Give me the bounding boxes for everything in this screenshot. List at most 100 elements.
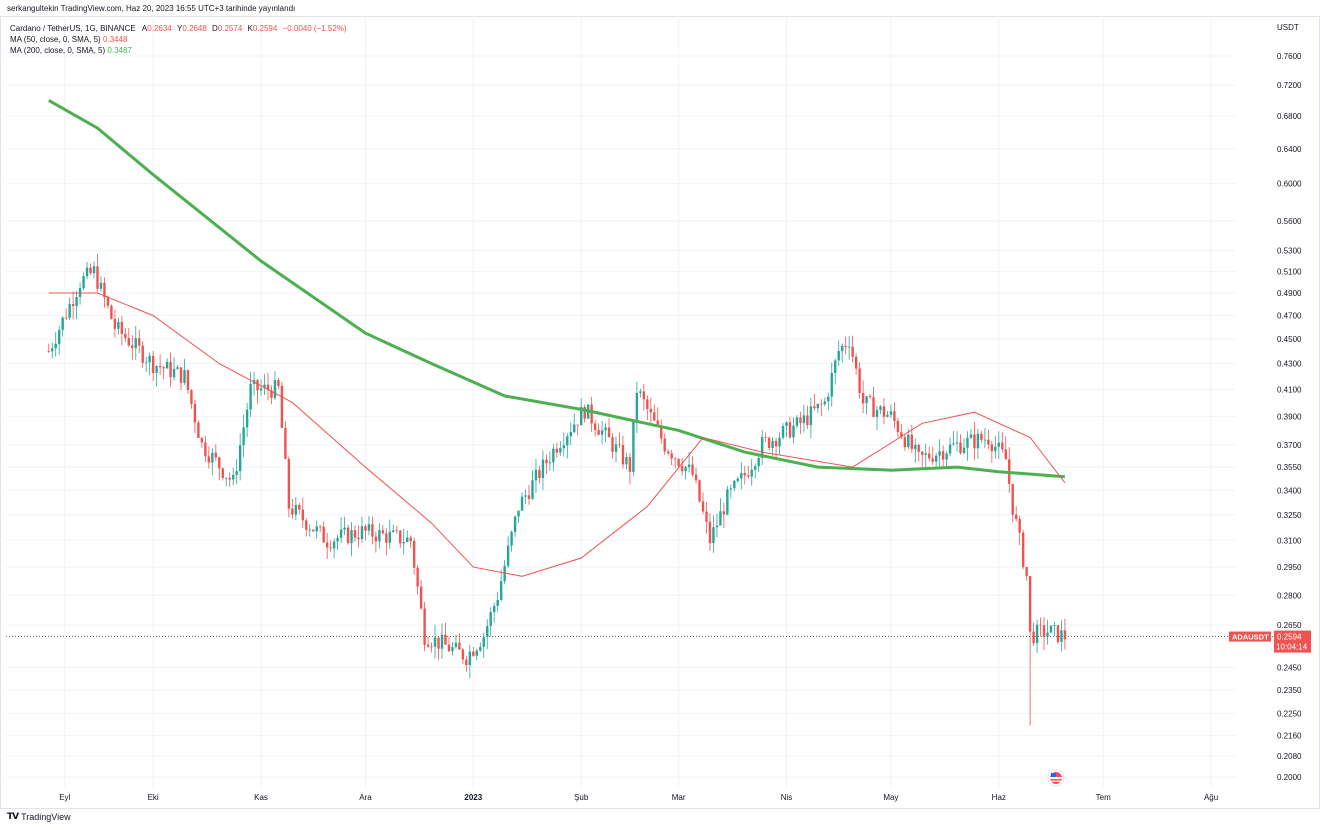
price-tick-label: 0.3900 xyxy=(1277,412,1302,421)
candle-body xyxy=(322,526,325,543)
candle-body xyxy=(795,417,799,426)
candle-body xyxy=(204,442,207,457)
candle-body xyxy=(573,424,576,433)
price-tick-label: 0.7200 xyxy=(1277,81,1302,90)
candle-body xyxy=(646,399,649,409)
candle-body xyxy=(325,542,329,548)
legend-symbol[interactable]: Cardano / TetherUS, 1G, BINANCE xyxy=(10,24,136,33)
candle-body xyxy=(346,527,350,544)
candle-body xyxy=(99,282,103,289)
candle-body xyxy=(301,509,304,521)
candle-body xyxy=(834,360,837,373)
time-tick-label: Kas xyxy=(254,793,268,802)
candle-body xyxy=(273,380,277,398)
candle-body xyxy=(889,411,893,415)
candle-body xyxy=(294,505,298,515)
legend-change: −0.0040 (−1.52%) xyxy=(282,24,347,33)
candle-body xyxy=(566,436,569,446)
candle-body xyxy=(614,444,618,452)
candle-body xyxy=(861,392,865,404)
candle-body xyxy=(914,444,917,450)
candle-body xyxy=(416,567,419,587)
time-tick-label: Tem xyxy=(1096,793,1111,802)
candle-body xyxy=(360,526,364,540)
candle-body xyxy=(858,368,861,393)
candle-body xyxy=(548,462,552,464)
candle-body xyxy=(120,321,124,334)
branding-name: TradingView xyxy=(21,812,71,822)
legend-open-label: A xyxy=(141,24,148,33)
candle-body xyxy=(788,422,792,438)
candle-body xyxy=(806,415,809,426)
candle-body xyxy=(1015,514,1018,519)
candle-body xyxy=(590,404,593,424)
price-tick-label: 0.3550 xyxy=(1277,463,1302,472)
candle-body xyxy=(799,417,802,424)
candle-body xyxy=(781,426,785,438)
candle-body xyxy=(412,541,416,568)
candle-body xyxy=(886,414,889,417)
candle-body xyxy=(245,409,249,428)
candle-body xyxy=(813,406,816,409)
candle-body xyxy=(760,437,764,458)
candle-body xyxy=(399,530,402,544)
candle-body xyxy=(945,453,948,460)
candle-body xyxy=(124,333,127,339)
candle-body xyxy=(440,634,444,649)
time-tick-label: Mar xyxy=(672,793,686,802)
candle-body xyxy=(955,442,959,444)
candle-body xyxy=(983,439,987,441)
legend-open: 0.2634 xyxy=(147,24,172,33)
candle-body xyxy=(941,451,945,460)
candle-body xyxy=(58,329,61,344)
candle-body xyxy=(938,451,941,456)
candle-body xyxy=(928,453,931,459)
flag-icon[interactable] xyxy=(1047,769,1065,787)
price-tick-label: 0.3250 xyxy=(1277,511,1302,520)
candle-body xyxy=(830,372,833,397)
time-tick-label: May xyxy=(883,793,898,802)
candle-body xyxy=(249,383,252,410)
candle-body xyxy=(757,457,760,467)
last-price-symbol: ADAUSDT xyxy=(1232,633,1269,642)
price-tick-label: 0.3700 xyxy=(1277,441,1302,450)
time-tick-label: Haz xyxy=(992,793,1006,802)
candle-body xyxy=(1042,625,1046,637)
candle-body xyxy=(92,266,96,274)
candle-body xyxy=(910,434,913,450)
legend-ma50-value: 0.3448 xyxy=(102,35,128,44)
candle-body xyxy=(179,367,183,383)
candle-body xyxy=(545,459,548,464)
legend-low: 0.2574 xyxy=(217,24,243,33)
candle-body xyxy=(1028,576,1032,632)
candle-body xyxy=(980,433,983,440)
candle-body xyxy=(419,586,423,609)
price-tick-label: 0.5600 xyxy=(1277,217,1302,226)
candle-body xyxy=(406,537,409,542)
candle-body xyxy=(677,459,680,466)
legend-ma200-row[interactable]: MA (200, close, 0, SMA, 5) 0.3487 xyxy=(10,45,347,56)
candle-body xyxy=(388,531,391,543)
candle-body xyxy=(785,422,788,427)
candle-body xyxy=(715,525,719,528)
candle-body xyxy=(186,370,190,391)
candle-body xyxy=(1018,518,1021,533)
candle-body xyxy=(1035,624,1039,644)
candle-body xyxy=(451,646,454,652)
candle-body xyxy=(127,338,130,346)
candle-body xyxy=(684,467,687,472)
candle-body xyxy=(583,406,586,419)
candle-body xyxy=(444,634,447,645)
candle-body xyxy=(287,458,291,509)
candle-body xyxy=(966,437,969,448)
legend-low-label: D xyxy=(212,24,218,33)
candle-body xyxy=(962,447,966,453)
legend-close-label: K xyxy=(247,24,253,33)
branding[interactable]: TV TradingView xyxy=(7,812,71,822)
legend-ma200-value: 0.3487 xyxy=(107,46,132,55)
legend-ma50-row[interactable]: MA (50, close, 0, SMA, 5) 0.3448 xyxy=(10,34,347,45)
candle-body xyxy=(374,536,378,542)
price-tick-label: 0.6000 xyxy=(1277,180,1302,189)
candle-body xyxy=(197,422,200,438)
